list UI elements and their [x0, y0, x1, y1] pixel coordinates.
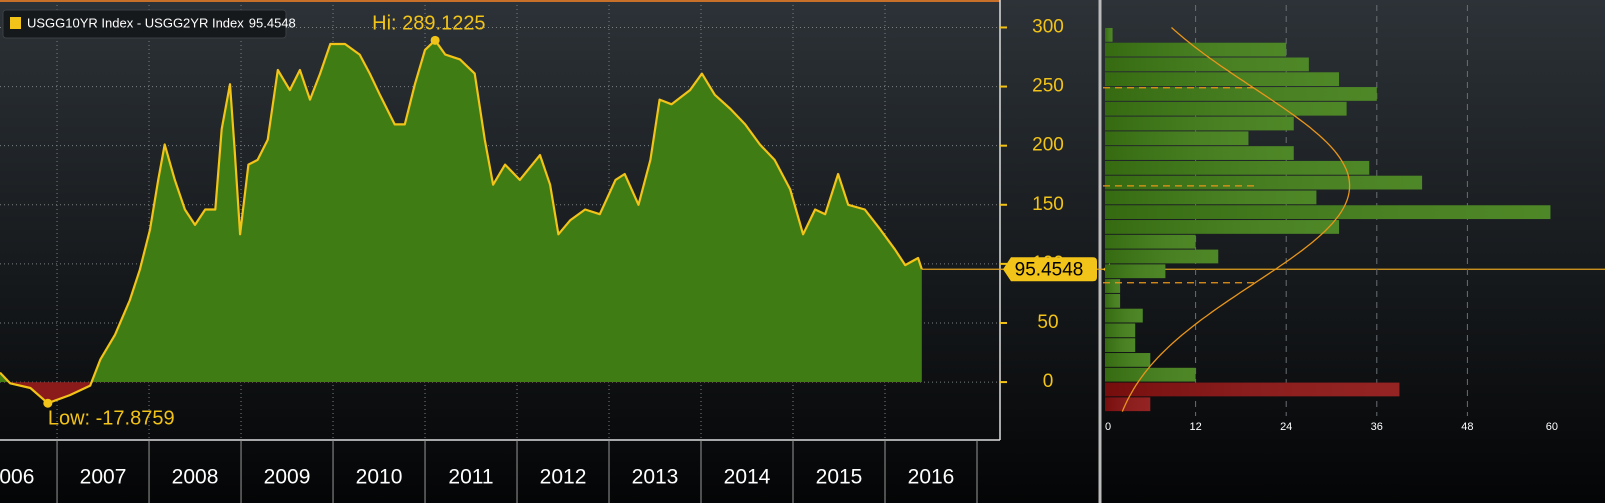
histogram-bar-shade	[1105, 220, 1340, 234]
x-tick-label: 2011	[448, 466, 493, 489]
histogram-bar-shade	[1105, 42, 1287, 57]
histogram-bar-shade	[1105, 72, 1340, 87]
area-positive	[0, 40, 922, 383]
x-tick-label: 24	[1280, 421, 1292, 433]
histogram-bar-shade	[1105, 27, 1113, 42]
histogram-bar-shade	[1105, 234, 1196, 249]
histogram-bar-shade	[1105, 146, 1294, 160]
histogram-bar-shade	[1105, 101, 1347, 116]
x-tick-label: 48	[1461, 421, 1473, 433]
histogram-bar-shade	[1105, 116, 1294, 131]
histogram-bar-shade	[1105, 87, 1377, 101]
histogram-bar-shade	[1105, 57, 1309, 72]
x-tick-label: 2006	[0, 466, 34, 489]
x-tick-label: 2008	[172, 466, 219, 489]
x-tick-label: 2014	[724, 466, 771, 489]
histogram-bar-shade	[1105, 397, 1151, 412]
x-tick-label: 60	[1546, 421, 1558, 433]
normal-fit	[1121, 27, 1351, 412]
x-tick-label: 0	[1105, 421, 1111, 433]
histogram-bar-shade	[1105, 353, 1151, 367]
histogram-bar-shade	[1105, 175, 1423, 190]
legend-value: 95.4548	[249, 15, 296, 30]
line	[0, 39, 923, 405]
histogram-bar-shade	[1105, 249, 1219, 264]
x-tick-label: 2007	[80, 466, 127, 489]
histogram-bar-shade	[1105, 323, 1136, 338]
last-value-label: 95.4548	[1015, 259, 1084, 280]
x-tick-label: 2013	[632, 466, 679, 489]
top-border	[0, 0, 1000, 2]
x-tick-label: 12	[1189, 421, 1201, 433]
x-tick-label: 2010	[356, 466, 403, 489]
histogram-bar-shade	[1105, 205, 1551, 220]
legend-box	[2, 9, 287, 39]
legend-swatch	[10, 17, 21, 29]
last-value-tag	[1003, 257, 1097, 282]
histogram-bar-shade	[1105, 131, 1249, 146]
x-tick-label: 36	[1371, 421, 1383, 433]
histogram-bar-shade	[1105, 190, 1317, 205]
histogram-bar-shade	[1105, 293, 1121, 308]
x-tick-label: 2009	[264, 466, 311, 489]
histogram-bar-shade	[1105, 160, 1370, 175]
histogram-bar-shade	[1105, 382, 1400, 397]
histogram-bar-shade	[1105, 308, 1143, 323]
y-tick-label: 300	[1032, 16, 1064, 37]
y-tick-label: 200	[1032, 135, 1064, 156]
histogram-bar-shade	[1105, 338, 1136, 353]
x-tick-label: 2015	[816, 466, 863, 489]
legend-label: USGG10YR Index - USGG2YR Index	[27, 15, 244, 30]
high-label: Hi: 289.1225	[372, 13, 485, 35]
histogram-bar-shade	[1105, 264, 1166, 279]
y-tick-label: 0	[1043, 371, 1054, 392]
histogram-bar-shade	[1105, 279, 1121, 293]
histogram-bar-shade	[1105, 367, 1196, 382]
y-tick-label: 50	[1037, 312, 1058, 333]
low-label: Low: -17.8759	[48, 407, 175, 429]
high-marker	[430, 35, 440, 45]
y-tick-label: 150	[1032, 194, 1064, 215]
x-tick-label: 2016	[908, 466, 955, 489]
low-marker	[43, 398, 53, 408]
y-tick-label: 250	[1032, 76, 1064, 97]
plot-layer: 0501001502002503002006200720082009201020…	[0, 5, 1605, 503]
x-tick-label: 2012	[540, 466, 587, 489]
